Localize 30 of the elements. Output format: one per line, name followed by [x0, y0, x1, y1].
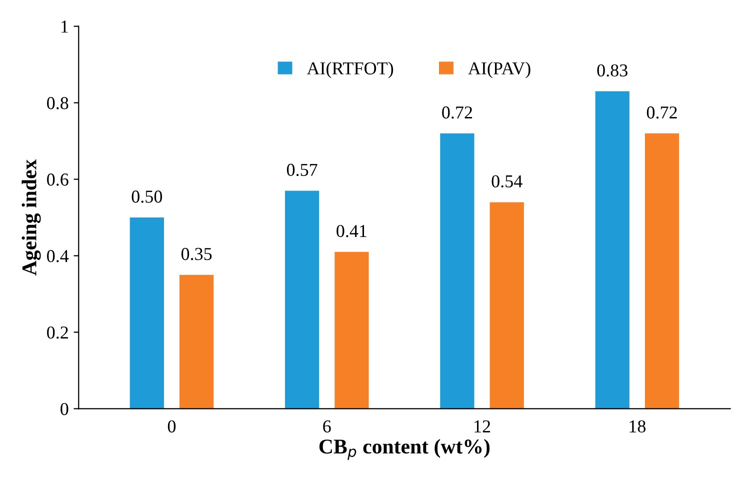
- y-tick-label: 0: [60, 402, 68, 416]
- bar: [179, 274, 214, 409]
- x-tick-label: 12: [474, 420, 490, 432]
- y-tick-label: 0.2: [47, 326, 68, 339]
- x-axis-title: CB$_{p}$ content (wt%): [319, 438, 490, 460]
- data-label: 0.50: [132, 190, 162, 203]
- data-label: 0.72: [442, 106, 472, 119]
- x-tick-label: 18: [630, 420, 646, 433]
- x-tick-label: 6: [323, 420, 331, 433]
- data-label: 0.57: [286, 164, 318, 176]
- data-label: 0.83: [597, 64, 628, 77]
- bar: [284, 190, 320, 409]
- data-label: 0.54: [492, 175, 522, 188]
- y-axis-title: Ageing index: [22, 159, 41, 276]
- bar: [490, 202, 524, 409]
- y-tick-label: 0.4: [47, 250, 69, 262]
- bar: [644, 133, 680, 409]
- y-tick-label: 1: [61, 20, 68, 33]
- x-tick-label: 0: [168, 420, 176, 433]
- y-tick-label: 0.6: [47, 174, 68, 186]
- bar: [334, 252, 369, 409]
- bar: [130, 217, 164, 409]
- data-label: 0.35: [181, 248, 212, 260]
- legend-label: AI(PAV): [468, 62, 530, 78]
- legend-label: AI(RTFOT): [306, 62, 394, 78]
- bar: [595, 91, 630, 409]
- data-label: 0.41: [336, 224, 366, 238]
- bar: [440, 133, 474, 409]
- y-tick-label: 0.8: [47, 97, 68, 110]
- data-label: 0.72: [646, 106, 677, 119]
